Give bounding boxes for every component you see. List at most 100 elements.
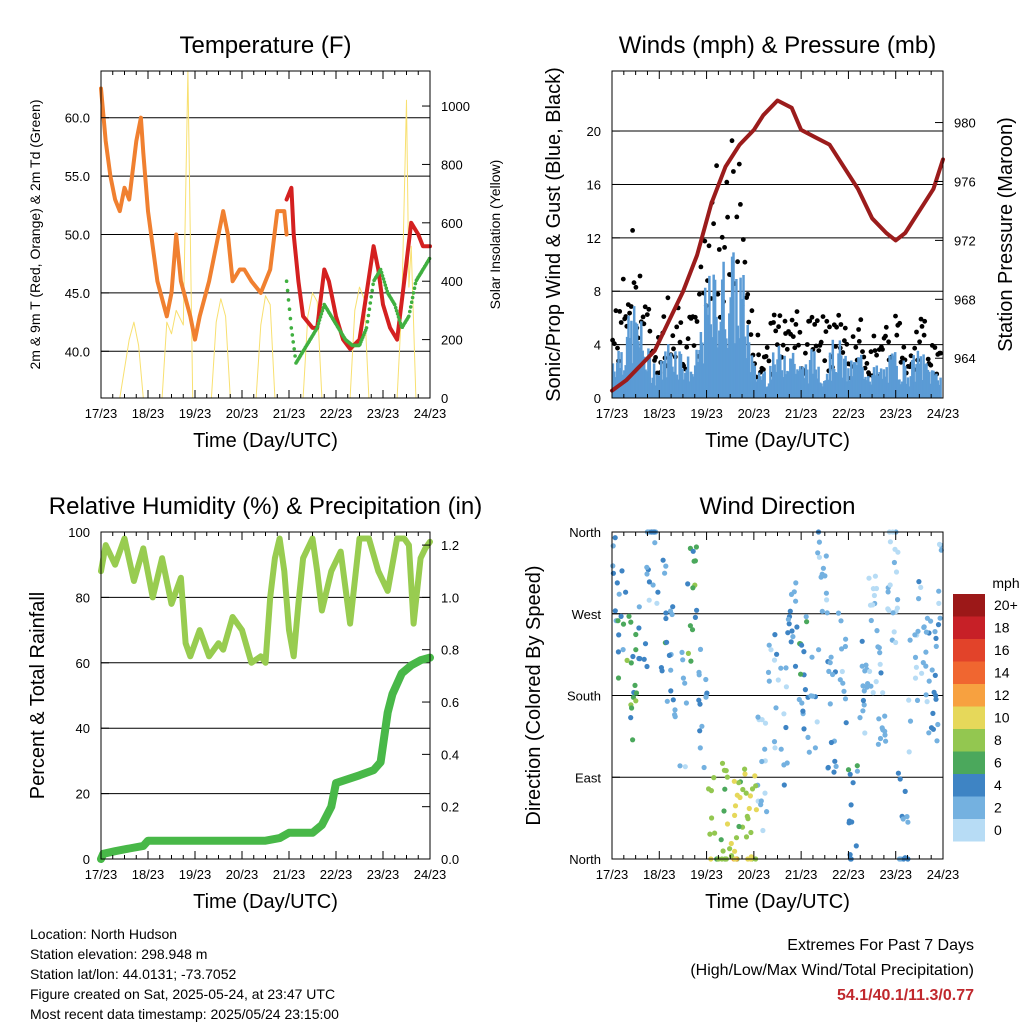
direction-point (654, 600, 660, 606)
direction-point (918, 584, 924, 591)
gust-point (928, 362, 934, 368)
gust-point (734, 214, 740, 220)
gust-point (623, 314, 629, 319)
y-tick-label: 40.0 (65, 344, 90, 359)
x-tick-label: 24/23 (414, 867, 447, 882)
colorbar-label: 12 (994, 687, 1010, 703)
gust-point (618, 320, 624, 325)
gust-point (793, 322, 799, 327)
direction-point (646, 579, 653, 585)
direction-point (719, 760, 726, 766)
direction-point (703, 676, 709, 683)
direction-point (880, 727, 886, 733)
direction-point (768, 647, 774, 653)
plot-border (100, 70, 431, 399)
precip-series (97, 653, 434, 863)
y2-tick-label: 972 (954, 233, 976, 248)
direction-point (887, 539, 894, 545)
gust-point (842, 325, 848, 331)
direction-point (766, 642, 772, 648)
direction-point (783, 724, 789, 731)
dewpoint-point (368, 301, 373, 305)
x-tick-label: 17/23 (85, 406, 118, 421)
extremes-values: 54.1/40.1/11.3/0.77 (836, 987, 974, 1004)
gust-point (886, 339, 891, 345)
gust-point (766, 358, 772, 364)
gust-point (613, 308, 619, 314)
direction-point (872, 573, 879, 579)
temp9m-series (99, 86, 289, 342)
direction-point (722, 786, 728, 792)
gust-point (917, 339, 922, 345)
direction-point (785, 616, 792, 623)
x-tick-label: 22/23 (832, 406, 865, 421)
colorbar-label: 10 (994, 710, 1010, 726)
direction-point (857, 715, 863, 721)
gust-point (697, 291, 702, 297)
direction-point (728, 840, 734, 847)
gust-point (883, 333, 888, 339)
direction-point (799, 642, 805, 648)
direction-point (805, 734, 811, 741)
direction-point (785, 630, 791, 636)
x-tick-label: 19/23 (690, 867, 723, 882)
gust-point (897, 320, 903, 326)
direction-point (823, 553, 829, 559)
direction-point (930, 710, 936, 717)
direction-point (802, 687, 809, 693)
dewpoint-point (408, 309, 412, 314)
x-axis-label: Time (Day/UTC) (705, 891, 850, 913)
colorbar-label: 20+ (994, 597, 1018, 613)
x-tick-label: 20/23 (738, 406, 771, 421)
y-axis-label: 2m & 9m T (Red, Orange) & 2m Td (Green) (27, 100, 43, 370)
direction-point (839, 668, 845, 675)
direction-point (764, 809, 770, 815)
direction-point (749, 786, 756, 792)
gust-point (637, 273, 643, 279)
direction-point (812, 745, 819, 751)
direction-point (871, 592, 878, 599)
direction-point (689, 627, 696, 633)
panel-4: Wind Direction 17/23 18/23 19/23 20/23 21/23 2… (523, 493, 959, 913)
direction-point (895, 770, 902, 776)
colorbar-swatch (953, 751, 985, 774)
gust-point (782, 318, 788, 324)
gust-point (722, 245, 727, 250)
gust-point (853, 344, 859, 350)
colorbar-label: 2 (994, 800, 1002, 816)
dewpoint-point (380, 274, 385, 278)
direction-point (610, 563, 616, 569)
dewpoint-point (316, 321, 321, 326)
direction-point (860, 683, 866, 689)
direction-point (904, 814, 910, 820)
gust-point (780, 342, 786, 348)
y-tick-label: South (567, 689, 601, 704)
dewpoint-point (396, 315, 401, 319)
direction-point (923, 692, 929, 698)
direction-point (669, 611, 675, 618)
direction-point (736, 823, 742, 830)
y-tick-label: 8 (594, 284, 601, 299)
direction-point (688, 658, 694, 664)
direction-point (755, 714, 761, 720)
direction-point (912, 654, 919, 661)
gust-point (670, 333, 676, 339)
direction-point (644, 663, 650, 670)
direction-point (921, 624, 927, 631)
direction-point (612, 608, 618, 614)
direction-point (828, 654, 834, 660)
gust-point (789, 317, 795, 323)
gust-point (716, 247, 722, 252)
y-tick-label: 0 (83, 852, 90, 867)
gust-point (746, 319, 752, 325)
direction-point (798, 671, 804, 677)
dewpoint-series (284, 256, 432, 365)
direction-point (843, 720, 849, 726)
direction-point (781, 782, 787, 788)
direction-point (875, 741, 882, 747)
y2-tick-label: 0.0 (441, 852, 459, 867)
x-axis-label: Time (Day/UTC) (193, 430, 338, 452)
direction-point (854, 768, 861, 774)
x-tick-label: 24/23 (927, 867, 960, 882)
x-tick-label: 23/23 (367, 867, 400, 882)
